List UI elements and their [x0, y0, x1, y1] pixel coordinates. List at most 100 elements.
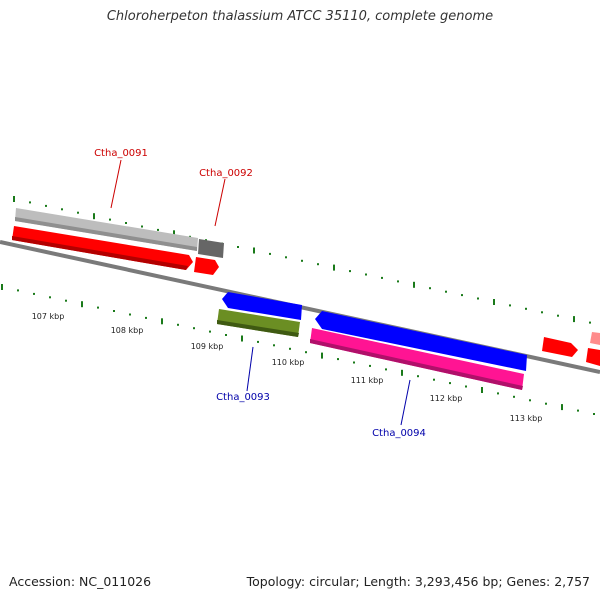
minor-tick	[589, 321, 591, 324]
minor-tick	[77, 211, 79, 214]
label-pointer-ctha-0091	[110, 159, 122, 209]
cds-arrow-ctha-0091[interactable]	[12, 226, 193, 270]
minor-tick	[33, 292, 35, 295]
gene-label-ctha-0092[interactable]: Ctha_0092	[199, 168, 253, 179]
outer-tick-row	[13, 196, 591, 324]
minor-tick	[237, 246, 239, 248]
minor-tick	[45, 204, 47, 207]
cds-arrow-right-1[interactable]	[542, 337, 578, 357]
kbp-label: 108 kbp	[111, 326, 144, 335]
minor-tick	[113, 310, 115, 312]
minor-tick	[29, 201, 31, 204]
gene-label-ctha-0093[interactable]: Ctha_0093	[216, 392, 270, 403]
minor-tick	[65, 299, 67, 302]
minor-tick	[541, 311, 543, 314]
minor-tick	[417, 375, 419, 378]
minor-tick	[365, 273, 367, 276]
minor-tick	[145, 316, 147, 319]
minor-tick	[97, 306, 99, 309]
major-tick	[413, 281, 415, 288]
minor-tick	[285, 256, 287, 259]
accession-text: Accession: NC_011026	[9, 574, 152, 589]
minor-tick	[125, 222, 127, 224]
minor-tick	[577, 409, 579, 412]
minor-tick	[461, 294, 463, 297]
major-tick	[81, 301, 83, 308]
minor-tick	[305, 351, 307, 354]
minor-tick	[381, 276, 383, 279]
minor-tick	[477, 297, 479, 300]
minor-tick	[433, 378, 435, 381]
major-tick	[481, 387, 483, 393]
minor-tick	[225, 334, 227, 336]
minor-tick	[385, 368, 387, 371]
minor-tick	[545, 402, 547, 405]
minor-tick	[429, 287, 431, 290]
minor-tick	[509, 304, 511, 307]
cds-arrow-ctha-0092[interactable]	[194, 257, 219, 275]
major-tick	[493, 299, 495, 305]
kbp-label: 110 kbp	[272, 358, 305, 367]
minor-tick	[529, 399, 531, 402]
minor-tick	[593, 413, 595, 415]
major-tick	[1, 284, 3, 290]
kbp-label: 113 kbp	[510, 414, 543, 423]
minor-tick	[525, 307, 527, 310]
major-tick	[161, 318, 163, 325]
major-tick	[401, 369, 403, 376]
major-tick	[561, 404, 563, 411]
cds-bar-ctha-0094-shade	[310, 339, 523, 390]
minor-tick	[353, 361, 355, 364]
minor-tick	[209, 330, 211, 333]
minor-tick	[449, 382, 451, 385]
major-tick	[241, 335, 243, 342]
minor-tick	[17, 289, 19, 292]
cds-arrow-ctha-0093-top[interactable]	[222, 292, 302, 320]
major-tick	[573, 316, 575, 323]
gene-label-ctha-0091[interactable]: Ctha_0091	[94, 148, 148, 159]
minor-tick	[49, 296, 51, 299]
cds-arrow-ctha-0091-shade	[12, 236, 188, 270]
minor-tick	[141, 225, 143, 228]
inner-tick-row	[1, 284, 595, 415]
major-tick	[173, 230, 175, 237]
minor-tick	[257, 340, 259, 343]
genome-title: Chloroherpeton thalassium ATCC 35110, co…	[106, 9, 494, 24]
minor-tick	[497, 392, 499, 395]
minor-tick	[513, 395, 515, 398]
genome-summary-text: Topology: circular; Length: 3,293,456 bp…	[246, 574, 590, 589]
major-tick	[253, 247, 255, 254]
gene-label-ctha-0094[interactable]: Ctha_0094	[372, 428, 426, 439]
cds-arrow-right-2[interactable]	[586, 348, 600, 366]
minor-tick	[129, 313, 131, 316]
major-tick	[13, 196, 15, 202]
gene-bar-ctha-0092[interactable]	[198, 239, 224, 258]
label-pointer-ctha-0093	[246, 346, 254, 392]
minor-tick	[337, 358, 339, 361]
minor-tick	[397, 280, 399, 283]
minor-tick	[465, 385, 467, 388]
minor-tick	[157, 228, 159, 231]
major-tick	[93, 213, 95, 220]
cds-bar-right-pink[interactable]	[590, 332, 600, 345]
minor-tick	[289, 347, 291, 350]
minor-tick	[273, 344, 275, 347]
major-tick	[321, 352, 323, 359]
kbp-label: 112 kbp	[430, 394, 463, 403]
minor-tick	[109, 218, 111, 221]
cds-bar-ctha-0093-shade	[217, 320, 299, 337]
kbp-label: 109 kbp	[191, 342, 224, 351]
minor-tick	[269, 252, 271, 255]
minor-tick	[61, 208, 63, 211]
label-pointer-ctha-0094	[400, 379, 411, 426]
gene-bar-ctha-0091-shade	[15, 217, 197, 251]
kbp-label: 107 kbp	[32, 312, 65, 321]
minor-tick	[557, 314, 559, 317]
major-tick	[333, 264, 335, 271]
minor-tick	[317, 263, 319, 266]
minor-tick	[301, 259, 303, 262]
label-pointer-ctha-0092	[214, 178, 226, 227]
minor-tick	[193, 327, 195, 330]
cds-arrow-ctha-0094-top[interactable]	[315, 311, 527, 371]
